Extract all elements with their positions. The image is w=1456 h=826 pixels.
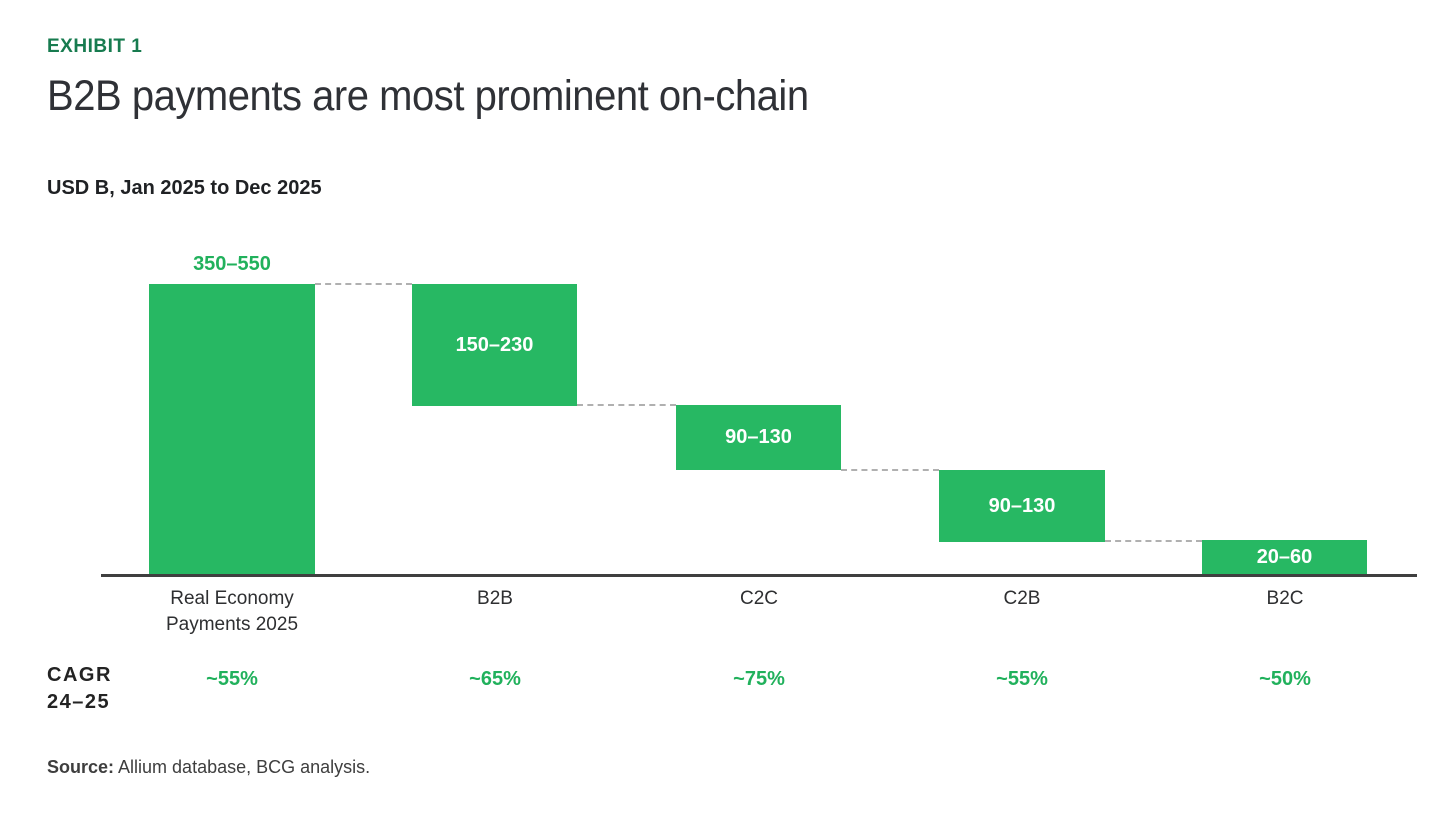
source-text: Allium database, BCG analysis.	[114, 757, 371, 777]
exhibit-label: EXHIBIT 1	[47, 36, 143, 57]
chart-units-subtitle: USD B, Jan 2025 to Dec 2025	[47, 177, 322, 199]
x-label-b2b: B2B	[477, 588, 513, 609]
source-prefix: Source:	[47, 757, 115, 777]
cagr-value-c2b: ~55%	[996, 668, 1048, 690]
bar-value-label-b2b: 150–230	[455, 333, 534, 356]
x-label-c2c: C2C	[739, 588, 778, 609]
bar-c2c: 90–130	[676, 405, 841, 470]
cagr-row-label: CAGR 24–25	[47, 664, 112, 713]
bar-b2c: 20–60	[1202, 540, 1367, 575]
bar-real-economy-payments	[149, 284, 315, 575]
page-title: B2B payments are most prominent on-chain	[47, 72, 809, 120]
x-axis-line	[101, 574, 1417, 577]
cagr-value-real-economy: ~55%	[206, 668, 258, 690]
dashed-connector-2	[577, 404, 676, 406]
bar-c2b: 90–130	[939, 470, 1105, 542]
x-label-c2b: C2B	[1003, 588, 1041, 609]
x-label-b2c: B2C	[1266, 588, 1304, 609]
source-note: Source: Allium database, BCG analysis.	[47, 757, 370, 778]
dashed-connector-1	[315, 283, 412, 285]
cagr-value-b2c: ~50%	[1259, 668, 1311, 690]
x-label-real-economy-payments: Real Economy Payments 2025	[165, 588, 299, 635]
bar-value-label-c2c: 90–130	[725, 426, 792, 448]
bar-b2b: 150–230	[412, 284, 577, 406]
cagr-value-b2b: ~65%	[469, 668, 521, 690]
bar-value-label-b2c: 20–60	[1256, 546, 1313, 568]
dashed-connector-4	[1105, 540, 1202, 542]
bar-value-label-c2b: 90–130	[988, 494, 1056, 517]
cagr-value-c2c: ~75%	[733, 668, 785, 690]
dashed-connector-3	[841, 469, 939, 471]
bar-value-label-total: 350–550	[193, 253, 271, 275]
